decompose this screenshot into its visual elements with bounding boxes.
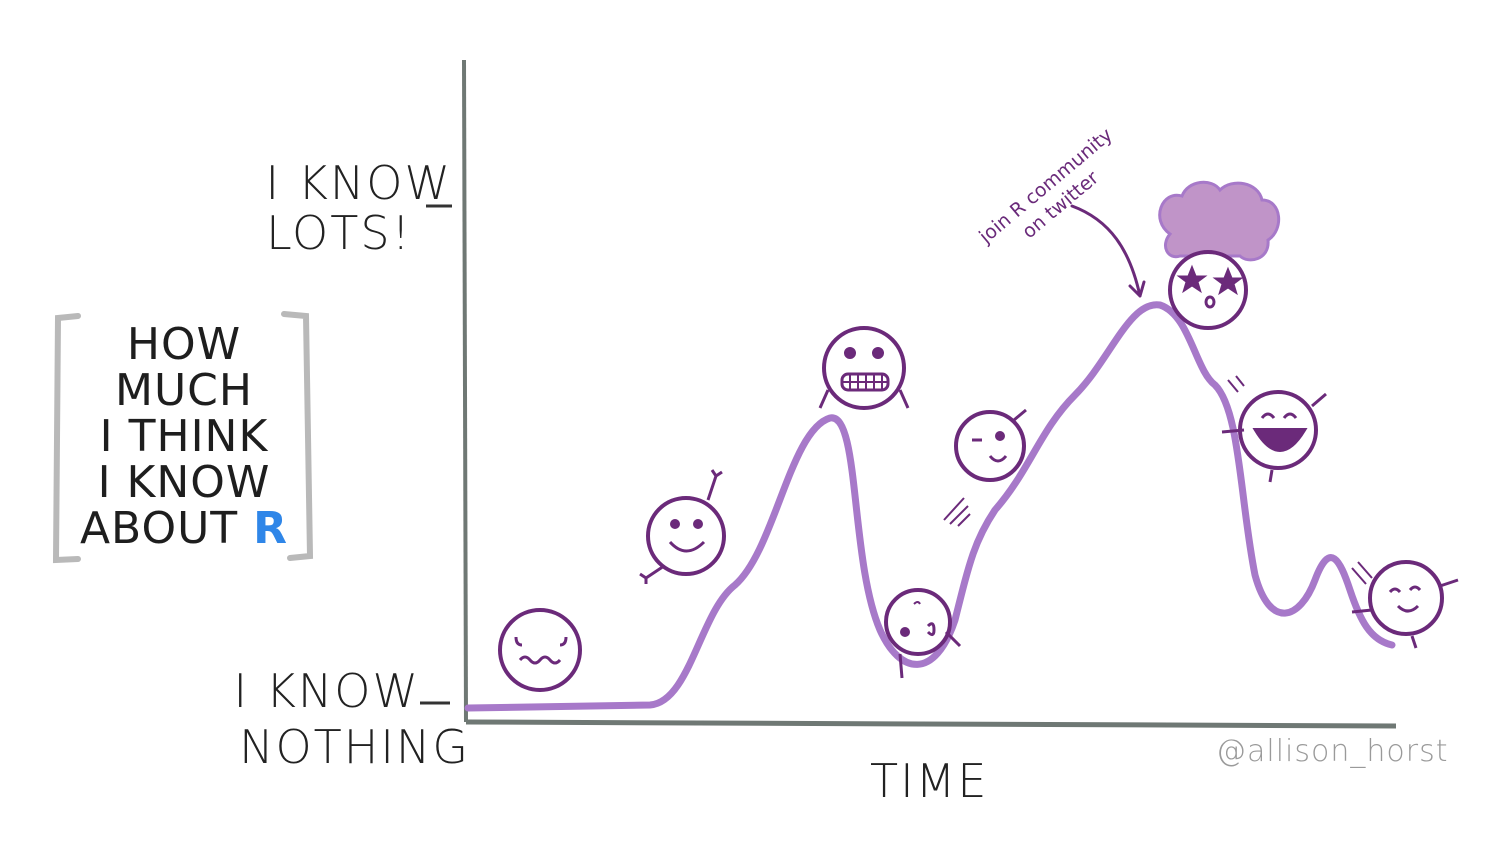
dizzy-face-icon: [884, 588, 962, 679]
y-title-line-5: ABOUT R: [62, 506, 306, 552]
y-title-line-2: MUCH: [115, 365, 253, 416]
worried-face-icon: [498, 608, 582, 692]
arrow-icon: [1070, 204, 1146, 298]
right-bracket: [281, 311, 314, 561]
y-title-line-3: I THINK: [99, 411, 269, 462]
x-axis-line: [465, 719, 1397, 729]
r-highlight: R: [253, 503, 289, 554]
y-bottom-label-line1: I KNOW: [233, 664, 420, 718]
content-face-icon: [1351, 560, 1459, 649]
knowledge-curve: [464, 301, 1396, 712]
y-title-line-4: I KNOW: [97, 457, 271, 508]
y-bottom-label-line2: NOTHING: [239, 720, 470, 774]
y-title: HOW MUCH I THINK I KNOW ABOUT R: [62, 322, 306, 552]
left-bracket: [52, 313, 81, 564]
y-top-label-line2: LOTS!: [266, 206, 412, 260]
winking-face-icon: [943, 408, 1027, 527]
star-eyes-face-icon: [1158, 180, 1281, 330]
laughing-face-icon: [1221, 375, 1327, 483]
smiling-face-icon: [639, 469, 726, 584]
annotation-group: join R community on twitter: [974, 124, 1117, 249]
y-title-line-1: HOW: [126, 319, 242, 370]
y-axis-line: [462, 59, 468, 723]
credit-handle: @allison_horst: [1216, 734, 1449, 769]
y-title-about: ABOUT: [79, 503, 239, 554]
y-top-label-line1: I KNOW: [265, 156, 452, 210]
grimacing-face-icon: [818, 326, 910, 410]
x-axis-label: TIME: [870, 754, 989, 808]
